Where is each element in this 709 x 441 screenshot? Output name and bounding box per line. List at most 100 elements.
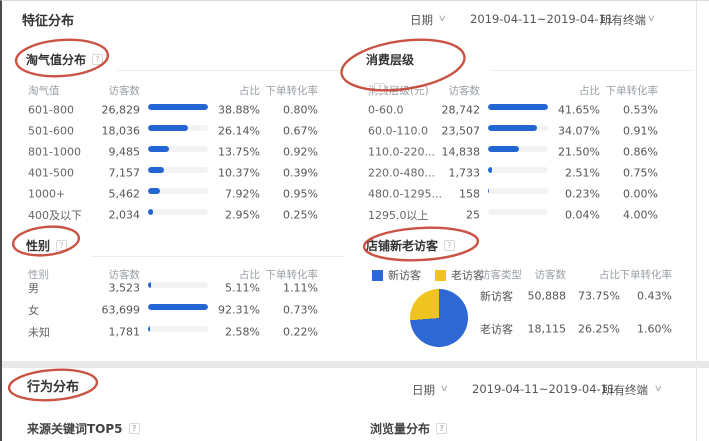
column-header-conversion: 下单转化率 [619,269,673,281]
row-label: 老访客 [480,322,513,336]
terminal-select[interactable]: 所有终端 [600,13,646,27]
bar-fill [148,304,208,310]
legend-item-new-visitors[interactable]: 新访客 [372,267,421,283]
column-header-visitors: 访客数 [448,85,481,97]
table-body: 男 3,523 5.11% 1.11% 女 63,699 92.31% 0.73% 未知 1,78… [22,277,344,343]
bar-track [148,326,208,332]
row-label: 110.0-220... [368,145,435,158]
panel-visitor-type: 店铺新老访客 ? 新访客 老访客 访客类型 访客数 占比 下单转化率 新访客 50… [362,227,692,359]
row-visitors: 26,829 [101,103,141,116]
help-icon[interactable]: ? [56,240,68,251]
bar-track [148,166,208,173]
table-row: 400及以下 2,034 2.95% 0.25% [22,204,344,225]
column-header-conversion: 下单转化率 [265,269,319,281]
row-visitors: 18,115 [527,322,567,335]
table-row: 未知 1,781 2.58% 0.22% [22,321,344,343]
row-label: 1000+ [28,187,66,200]
row-visitors: 1,781 [108,325,141,339]
row-visitors: 3,523 [108,281,141,295]
table-row: 老访客 18,115 26.25% 1.60% [362,312,692,345]
row-share: 92.31% [218,303,260,317]
date-range-value[interactable]: 2019-04-11~2019-04-11 [470,12,614,26]
row-visitors: 7,157 [108,166,141,179]
bar-fill [488,145,519,152]
bar-fill [148,326,150,332]
bar-fill [148,103,208,110]
row-label: 新访客 [480,289,513,303]
table-row: 110.0-220... 14,838 21.50% 0.86% [362,141,692,162]
bar-track [488,208,548,215]
row-conversion: 0.80% [283,103,318,116]
subsection-title-pageviews: 浏览量分布 ? [370,420,448,437]
row-visitors: 50,888 [527,289,567,302]
column-header-share: 占比 [239,85,260,97]
bar-fill [488,166,492,173]
row-visitors: 9,485 [108,145,141,158]
bar-track [148,124,208,131]
chevron-down-icon[interactable]: ∨ [653,384,663,394]
bar-track [148,103,208,110]
bar-fill [488,103,548,110]
row-share: 73.75% [578,289,620,302]
chevron-down-icon[interactable]: ∨ [646,14,656,24]
row-share: 0.23% [565,187,600,200]
panel-title: 店铺新老访客 [366,239,439,253]
row-visitors: 28,742 [441,103,481,116]
table-row: 1000+ 5,462 7.92% 0.95% [22,183,344,204]
column-header-visitors: 访客数 [108,85,141,97]
row-label: 未知 [28,326,50,339]
behavior-section-title: 行为分布 [27,380,80,395]
row-label: 401-500 [28,166,74,179]
subsection-label: 浏览量分布 [370,422,431,436]
date-filter-label[interactable]: 日期 [410,13,433,27]
bar-fill [148,282,152,288]
table-row: 女 63,699 92.31% 0.73% [22,299,344,321]
row-share: 2.58% [225,325,260,339]
row-label: 801-1000 [28,145,81,158]
row-visitors: 5,462 [108,187,141,200]
panel-consumption-level: 消费层级 消费层级(元)? 访客数 占比 下单转化率 0-60.0 28,742 4… [362,41,692,225]
section-separator [2,361,709,368]
legend-label: 老访客 [451,269,484,282]
help-icon[interactable]: ? [92,54,104,65]
chevron-down-icon[interactable]: ∨ [437,14,447,24]
bar-fill [148,208,153,215]
column-header-category: 性别 [28,269,49,281]
row-label: 男 [28,282,39,295]
row-conversion: 1.60% [637,322,672,335]
column-header-share: 占比 [579,85,600,97]
row-conversion: 0.86% [623,145,658,158]
legend-swatch-new [372,269,383,281]
row-share: 26.14% [218,124,260,137]
chevron-down-icon[interactable]: ∨ [439,384,449,394]
row-share: 0.04% [565,208,600,221]
bar-track [488,124,548,131]
row-share: 7.92% [225,187,260,200]
help-icon[interactable]: ? [128,423,140,434]
table-row: 401-500 7,157 10.37% 0.39% [22,162,344,183]
column-header-conversion: 下单转化率 [605,85,659,97]
row-visitors: 2,034 [108,208,141,221]
legend-item-old-visitors[interactable]: 老访客 [435,267,484,283]
row-conversion: 0.92% [283,145,318,158]
bar-track [148,145,208,152]
row-label: 400及以下 [28,208,82,222]
panel-right-border [696,1,697,441]
row-conversion: 0.25% [283,208,318,221]
table-row: 601-800 26,829 38.88% 0.80% [22,99,344,120]
column-header-share: 占比 [239,269,260,281]
row-share: 5.11% [225,281,260,295]
help-icon[interactable]: ? [374,83,385,94]
bar-track [148,304,208,310]
row-share: 26.25% [578,322,620,335]
help-icon[interactable]: ? [436,423,448,434]
subsection-label: 来源关键词TOP5 [27,422,123,436]
date-range-value[interactable]: 2019-04-11~2019-04-11 [472,382,616,396]
date-filter-label[interactable]: 日期 [412,383,435,397]
terminal-select[interactable]: 所有终端 [602,383,648,397]
table-row: 新访客 50,888 73.75% 0.43% [362,279,692,312]
help-icon[interactable]: ? [444,240,456,251]
column-header-visitor-type: 访客类型 [480,269,522,281]
row-share: 2.51% [565,166,600,179]
divider [492,70,692,71]
